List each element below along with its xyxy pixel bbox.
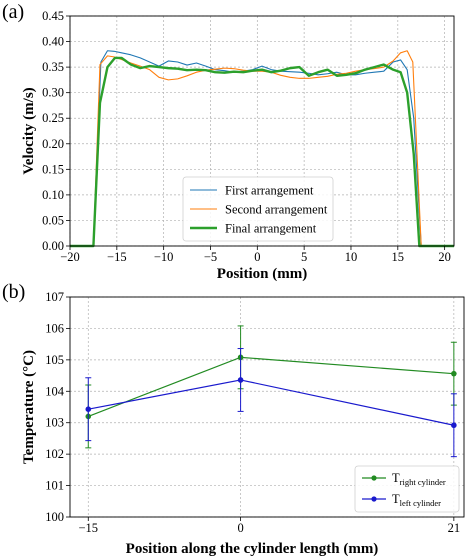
x-tick-label: −15: [78, 521, 98, 535]
y-tick-label: 106: [45, 321, 64, 335]
y-axis-label-a: Velocity (m/s): [21, 87, 37, 174]
y-tick-label: 0.25: [42, 111, 64, 125]
y-tick-label: 0.10: [42, 188, 64, 202]
legend-marker: [371, 475, 377, 481]
y-tick-label: 101: [45, 479, 64, 493]
legend-marker: [371, 496, 377, 502]
x-axis-label-a: Position (mm): [217, 266, 307, 282]
legend-entry-left-cylinder: Tleft cylinder: [392, 492, 441, 508]
x-tick-label: 5: [301, 250, 307, 264]
y-tick-label: 103: [45, 416, 64, 430]
legend-entry-right-cylinder: Tright cylinder: [392, 471, 446, 487]
series-group-a: [70, 50, 454, 248]
y-tick-label: 102: [45, 447, 64, 461]
data-point: [451, 370, 457, 377]
legend-entry-second-arrangement: Second arrangement: [225, 203, 328, 217]
y-axis-label-b: Temperature (°C): [21, 350, 37, 464]
x-tick-label: 20: [438, 250, 451, 264]
series-line-3: [70, 56, 454, 248]
series-group-b: [85, 325, 457, 458]
y-tick-label: 0.05: [42, 213, 64, 227]
y-tick-label: 104: [45, 384, 65, 398]
data-point: [237, 377, 244, 383]
y-tick-label: 105: [45, 353, 64, 367]
data-point: [85, 406, 92, 413]
data-point: [451, 422, 457, 429]
plot-frame-b: [69, 296, 465, 518]
x-tick-label: 0: [254, 250, 260, 264]
x-tick-label: 0: [237, 521, 243, 535]
x-tick-label: 10: [345, 250, 358, 264]
panel-label-a: (a): [2, 1, 24, 23]
legend-entry-first-arrangement: First arrangement: [225, 184, 314, 198]
y-tick-label: 0.15: [42, 162, 64, 176]
y-tick-label: 0.35: [42, 60, 64, 74]
x-tick-label: 21: [448, 521, 461, 535]
y-tick-label: 0.30: [42, 86, 64, 100]
ticks-b: −15 0 21 100 101 102 103 104 105 106 107: [45, 290, 460, 535]
x-tick-label: 15: [392, 250, 405, 264]
plot-frame-a: [69, 15, 455, 247]
legend-a: First arrangement Second arrangement Final…: [182, 176, 334, 242]
y-tick-label: 0.20: [42, 137, 64, 151]
x-tick-label: −5: [204, 250, 217, 264]
y-tick-label: 0.00: [42, 239, 64, 253]
x-tick-label: −10: [154, 250, 174, 264]
y-tick-label: 100: [45, 510, 64, 524]
velocity-chart: (a) −20 −15 −10 −5 0 5 10 15 20 0.00 0.05 0.10 0.15 0…: [2, 1, 455, 282]
y-tick-label: 107: [45, 290, 64, 304]
x-tick-label: −15: [107, 250, 127, 264]
legend-box-a: [182, 176, 334, 242]
ticks-a: −20 −15 −10 −5 0 5 10 15 20 0.00 0.05 0.10 0.15 0.20 0…: [42, 9, 451, 264]
y-tick-label: 0.45: [42, 9, 64, 23]
x-tick-label: −20: [60, 250, 80, 264]
legend-entry-final-arrangement: Final arrangement: [225, 222, 317, 236]
temperature-chart: (b) −15 0 21 100 101 102 103 104 105 106 107 Posit…: [2, 281, 465, 557]
series-line-1: [70, 50, 454, 247]
x-axis-label-b: Position along the cylinder length (mm): [126, 541, 379, 557]
panel-label-b: (b): [2, 281, 25, 303]
legend-b: Tright cylinder Tleft cylinder: [354, 465, 460, 513]
y-tick-label: 0.40: [42, 35, 64, 49]
